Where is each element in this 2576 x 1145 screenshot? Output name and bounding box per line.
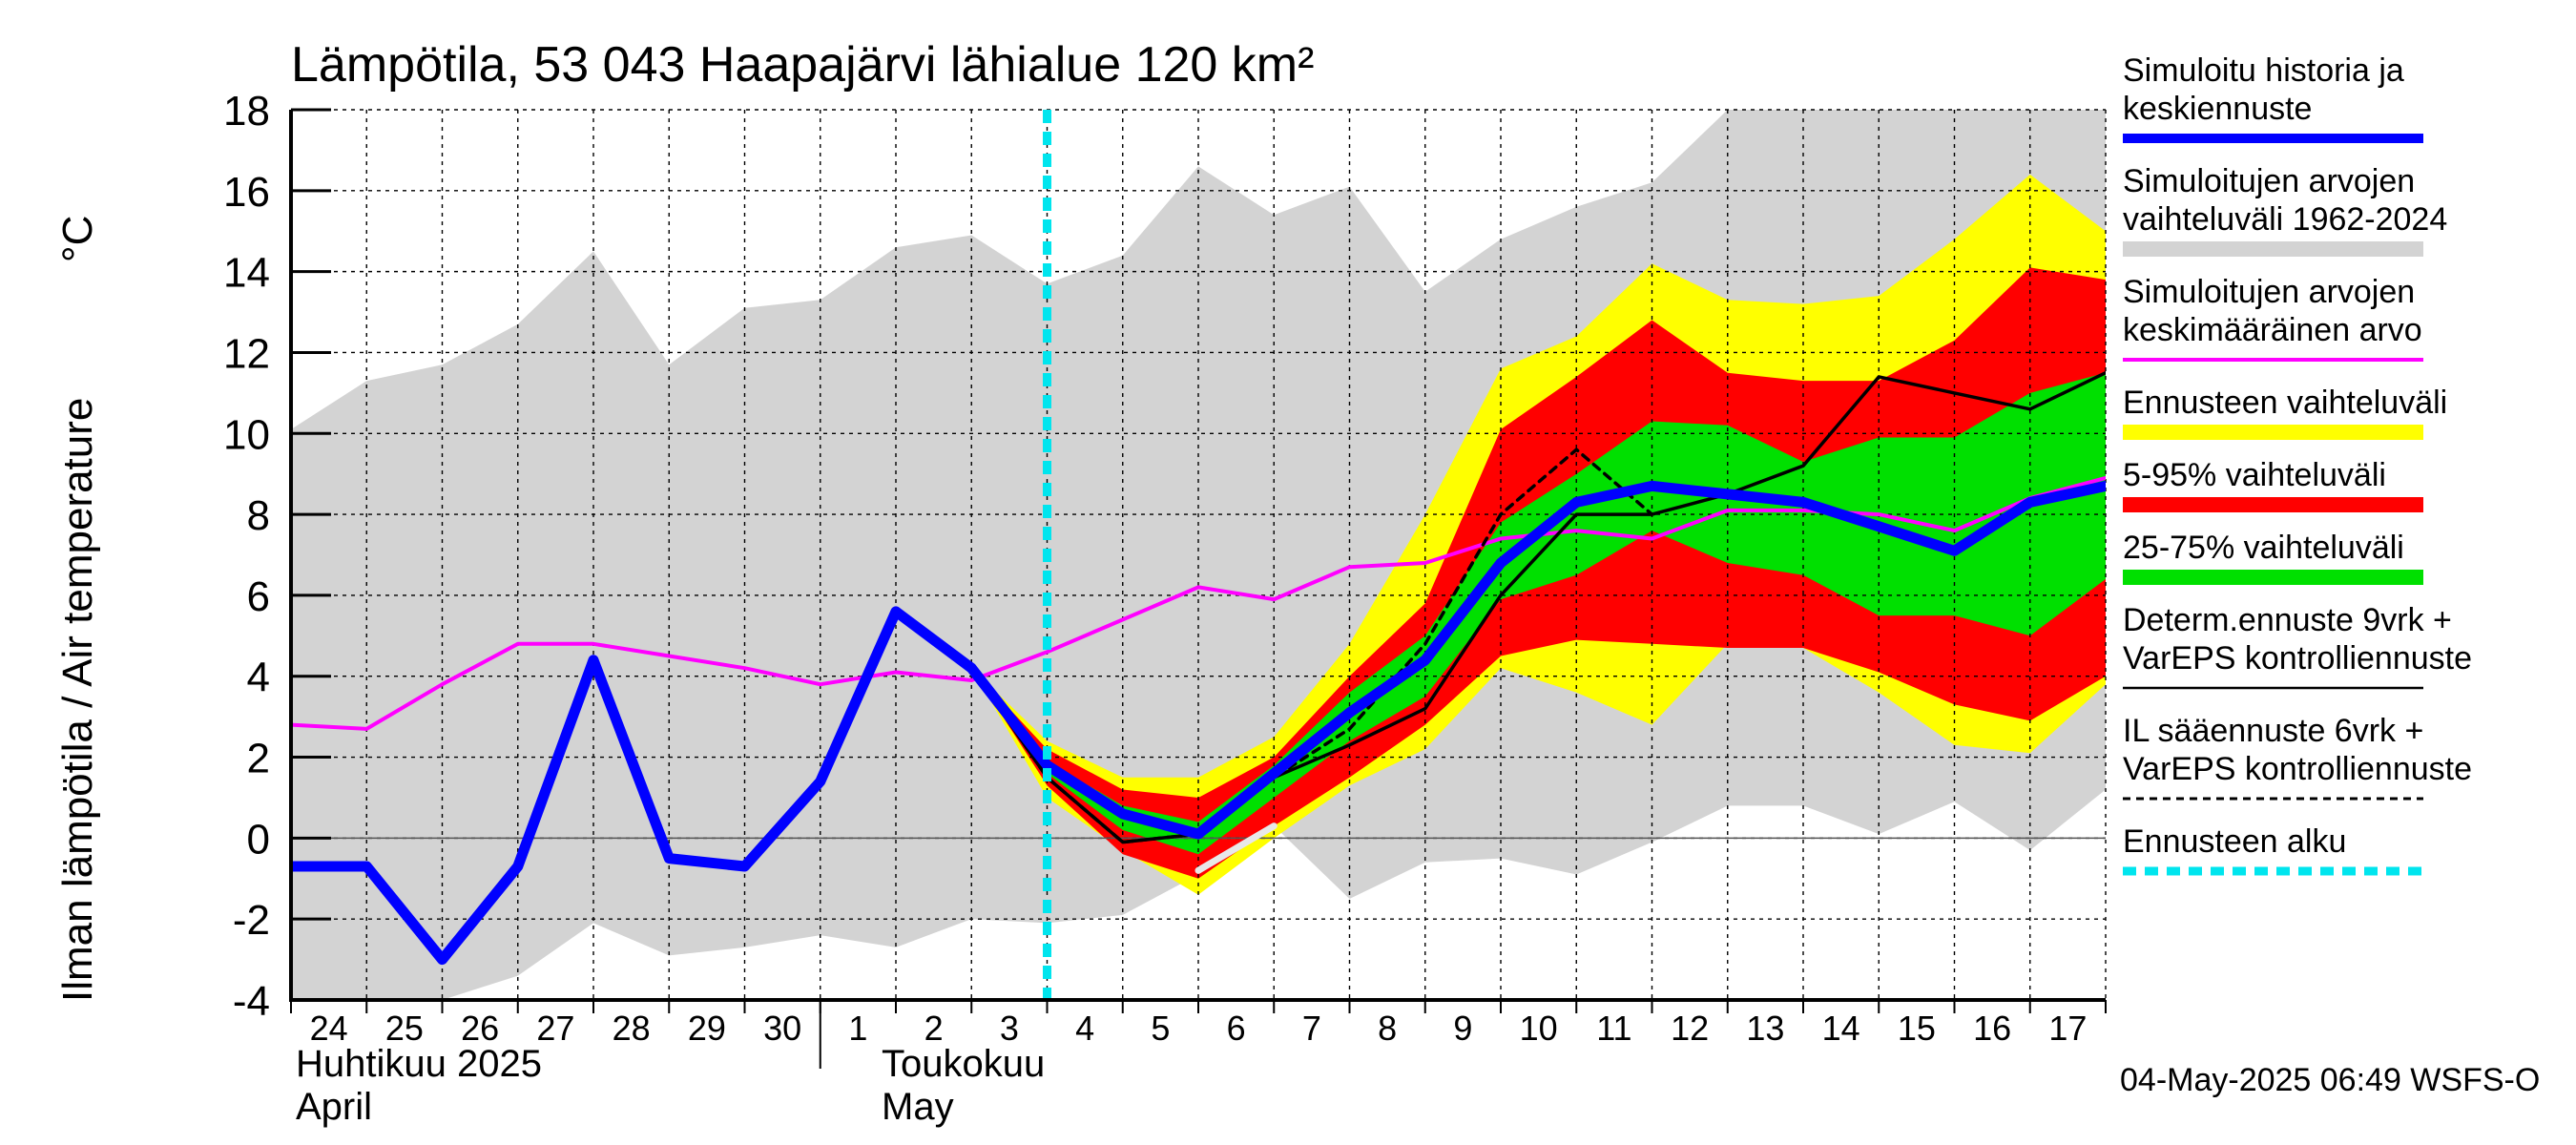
x-tick-label: 28 [613, 1009, 651, 1048]
x-tick-label: 17 [2048, 1009, 2087, 1048]
y-tick-label: -2 [233, 897, 270, 944]
p25-75-band [971, 372, 2106, 855]
x-tick-label: 1 [848, 1009, 867, 1048]
legend-label: VarEPS kontrolliennuste [2123, 640, 2472, 677]
legend-item: Ennusteen vaihteluväli [2123, 385, 2447, 440]
x-tick-label: 8 [1378, 1009, 1397, 1048]
legend-label: Simuloitujen arvojen [2123, 274, 2415, 310]
legend-label: Determ.ennuste 9vrk + [2123, 602, 2452, 638]
legend-label: keskimääräinen arvo [2123, 312, 2422, 348]
legend-label: keskiennuste [2123, 91, 2312, 127]
y-tick-label: 14 [223, 250, 270, 297]
month-label-fi: Toukokuu [882, 1043, 1045, 1085]
legend: Simuloitu historia jakeskiennusteSimuloi… [2123, 52, 2472, 876]
y-axis-label: Ilman lämpötila / Air temperature [54, 398, 101, 1002]
legend-item: 25-75% vaihteluväli [2123, 530, 2423, 585]
legend-item: Determ.ennuste 9vrk +VarEPS kontrollienn… [2123, 602, 2472, 690]
x-tick-label: 16 [1973, 1009, 2011, 1048]
y-tick-label: 12 [223, 330, 270, 377]
y-tick-label: 8 [247, 492, 270, 539]
x-tick-label: 11 [1596, 1009, 1631, 1048]
y-tick-label: 18 [223, 88, 270, 135]
x-tick-label: 24 [310, 1009, 348, 1048]
x-tick-label: 14 [1822, 1009, 1860, 1048]
legend-label: Simuloitujen arvojen [2123, 163, 2415, 199]
month-label-en: May [882, 1086, 954, 1128]
x-tick-label: 3 [1000, 1009, 1019, 1048]
x-tick-label: 26 [461, 1009, 499, 1048]
x-tick-label: 9 [1453, 1009, 1472, 1048]
month-label-fi: Huhtikuu 2025 [296, 1043, 542, 1085]
x-tick-label: 4 [1075, 1009, 1094, 1048]
x-tick-label: 15 [1898, 1009, 1936, 1048]
legend-item: IL sääennuste 6vrk + VarEPS kontrollienn… [2123, 713, 2472, 801]
timestamp-label: 04-May-2025 06:49 WSFS-O [2120, 1062, 2540, 1098]
legend-label: VarEPS kontrolliennuste [2123, 751, 2472, 787]
x-tick-label: 25 [385, 1009, 424, 1048]
month-label-en: April [296, 1086, 372, 1128]
y-tick-label: 6 [247, 573, 270, 620]
x-axis-ticks: 24 25 26 27 28 29 30 1 2 3 4 5 6 7 8 9 10 11 12 13 14 15 16 17 [290, 1000, 2107, 1069]
legend-label: Ennusteen vaihteluväli [2123, 385, 2447, 421]
legend-label: 25-75% vaihteluväli [2123, 530, 2404, 566]
x-tick-label: 7 [1302, 1009, 1321, 1048]
y-tick-label: 4 [247, 655, 270, 701]
x-tick-label: 13 [1746, 1009, 1784, 1048]
legend-label: IL sääennuste 6vrk + [2123, 713, 2423, 749]
y-tick-label: 2 [247, 736, 270, 782]
series-group [291, 370, 2106, 966]
x-tick-label: 2 [924, 1009, 944, 1048]
legend-item: Ennusteen alku [2123, 823, 2423, 876]
legend-label: 5-95% vaihteluväli [2123, 457, 2386, 493]
y-axis-unit: °C [54, 216, 101, 262]
y-tick-label: -4 [233, 978, 270, 1025]
y-axis-ticks: -4 -2 0 2 4 6 8 10 12 14 16 18 [223, 88, 331, 1025]
y-tick-label: 10 [223, 411, 270, 458]
x-tick-label: 27 [536, 1009, 574, 1048]
y-tick-label: 0 [247, 816, 270, 863]
chart-title: Lämpötila, 53 043 Haapajärvi lähialue 12… [291, 37, 1314, 93]
x-tick-label: 30 [763, 1009, 801, 1048]
legend-item: 5-95% vaihteluväli [2123, 457, 2423, 512]
legend-label: Simuloitu historia ja [2123, 52, 2404, 89]
simulated-forecast-line [291, 480, 2106, 966]
x-tick-label: 12 [1671, 1009, 1709, 1048]
legend-label: Ennusteen alku [2123, 823, 2346, 860]
y-tick-label: 16 [223, 169, 270, 216]
x-tick-label: 29 [688, 1009, 726, 1048]
white-segment-line [1195, 822, 1278, 874]
x-tick-label: 5 [1151, 1009, 1170, 1048]
legend-label: vaihteluväli 1962-2024 [2123, 201, 2447, 238]
mean-line [291, 475, 2106, 731]
x-tick-label: 10 [1520, 1009, 1558, 1048]
gridlines [290, 109, 2107, 1001]
x-tick-label: 6 [1227, 1009, 1246, 1048]
